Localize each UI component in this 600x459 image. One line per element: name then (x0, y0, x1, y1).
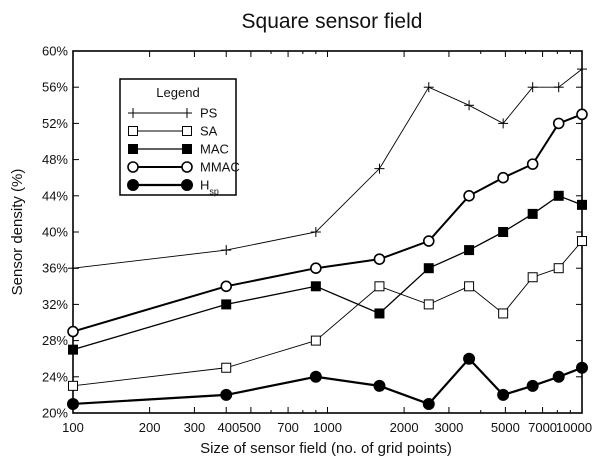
y-tick-label: 28% (42, 333, 68, 348)
data-point-hsp (463, 352, 476, 365)
data-point-hsp (576, 361, 588, 374)
x-tick-label: 200 (139, 420, 161, 435)
data-point-mac (310, 281, 321, 292)
x-tick-label: 2000 (390, 420, 419, 435)
data-point-mac (464, 245, 475, 256)
y-tick-label: 44% (42, 188, 68, 203)
y-tick-label: 48% (42, 152, 68, 167)
data-point-mmac (497, 171, 509, 184)
series-line-hsp (72, 357, 583, 406)
data-point-mmac (67, 325, 79, 338)
data-point-mmac (422, 235, 435, 247)
data-point-mmac (576, 108, 588, 121)
x-tick-label: 7000 (528, 420, 557, 435)
data-point-sa (182, 126, 192, 136)
series-line-ps (72, 68, 583, 269)
data-point-hsp (552, 370, 565, 383)
data-point-hsp (220, 388, 233, 401)
data-point-sa (553, 263, 564, 274)
legend-entry-subscript: sp (209, 187, 219, 197)
x-tick-label: 400500 (218, 420, 261, 435)
data-point-mac (553, 190, 564, 201)
data-point-sa (527, 272, 538, 283)
data-point-mac (527, 208, 538, 219)
data-point-mmac (310, 262, 322, 275)
legend-box (119, 78, 237, 196)
series-line-sa (72, 240, 583, 387)
y-tick-label: 32% (42, 297, 68, 312)
data-point-sa (423, 299, 434, 310)
series-sa (68, 236, 587, 391)
data-point-mmac (463, 190, 475, 202)
legend-entry: MAC (200, 142, 229, 157)
chart-title: Square sensor field (242, 10, 423, 33)
data-point-mac (182, 144, 192, 154)
y-tick-label: 36% (42, 261, 68, 276)
series-mac (68, 190, 587, 355)
data-point-hsp (497, 388, 510, 401)
data-point-hsp (67, 397, 79, 410)
data-point-hsp (127, 179, 139, 191)
data-point-mac (498, 227, 509, 237)
x-tick-label: 700 (277, 420, 299, 435)
data-point-mmac (220, 280, 233, 293)
data-point-mmac (127, 161, 139, 173)
plot-area: 20% 24% 28% 32% 36% 40% 44% 48% 52% 56% 60% 100 200 3… (42, 44, 592, 436)
x-axis-label: Size of sensor field (no. of grid points… (200, 440, 452, 457)
data-point-mac (423, 263, 434, 274)
legend-entry: PS (200, 106, 218, 121)
data-point-sa (310, 335, 321, 346)
data-point-mmac (181, 161, 193, 173)
y-tick-label: 20% (42, 406, 68, 421)
data-point-sa (374, 281, 385, 292)
data-point-mac (374, 308, 385, 319)
x-tick-label: 3000 (434, 420, 463, 435)
x-tick-label: 10000 (556, 420, 592, 435)
y-tick-label: 60% (42, 44, 68, 59)
data-point-hsp (422, 397, 435, 410)
data-point-sa (221, 362, 232, 373)
data-point-sa (498, 308, 509, 319)
y-tick-label: 24% (42, 369, 68, 384)
data-point-mmac (552, 117, 565, 130)
series-line-mmac (72, 113, 583, 333)
series-hsp (67, 352, 588, 410)
data-point-mac (68, 344, 78, 355)
y-axis-label: Sensor density (%) (9, 169, 26, 296)
legend-entry: MMAC (200, 160, 240, 175)
data-point-mmac (373, 253, 386, 265)
data-point-sa (577, 236, 587, 247)
data-point-sa (128, 126, 138, 136)
series-line-mac (72, 195, 583, 351)
data-point-hsp (309, 370, 322, 383)
data-point-mac (128, 144, 138, 154)
series-ps (68, 64, 587, 274)
data-point-hsp (526, 379, 539, 392)
legend-entry: SA (200, 124, 218, 139)
data-point-hsp (181, 179, 193, 191)
data-point-mmac (526, 158, 539, 170)
x-tick-label: 5000 (491, 420, 520, 435)
x-tick-label: 1000 (313, 420, 342, 435)
y-tick-label: 40% (42, 225, 68, 240)
data-point-mac (577, 199, 587, 210)
data-point-hsp (373, 379, 386, 392)
x-tick-label: 100 (62, 420, 84, 435)
data-point-sa (68, 380, 78, 391)
data-point-sa (464, 281, 475, 292)
y-tick-label: 56% (42, 80, 68, 95)
data-point-mac (221, 299, 232, 310)
legend-title: Legend (156, 85, 199, 100)
x-tick-label: 300 (184, 420, 206, 435)
y-tick-label: 52% (42, 116, 68, 131)
series-mmac (67, 108, 588, 338)
